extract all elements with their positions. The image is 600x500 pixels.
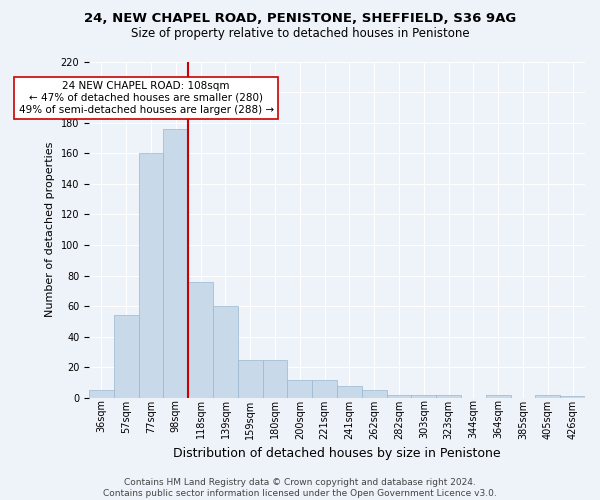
Bar (337, 386, 362, 398)
X-axis label: Distribution of detached houses by size in Penistone: Distribution of detached houses by size … (173, 447, 501, 460)
Bar (436, 395, 461, 398)
Bar (486, 395, 511, 398)
Bar (412, 395, 436, 398)
Bar (312, 380, 337, 398)
Bar (213, 306, 238, 398)
Bar (188, 282, 213, 398)
Bar (163, 129, 188, 398)
Bar (89, 390, 114, 398)
Text: 24, NEW CHAPEL ROAD, PENISTONE, SHEFFIELD, S36 9AG: 24, NEW CHAPEL ROAD, PENISTONE, SHEFFIEL… (84, 12, 516, 26)
Bar (560, 396, 585, 398)
Text: 24 NEW CHAPEL ROAD: 108sqm
← 47% of detached houses are smaller (280)
49% of sem: 24 NEW CHAPEL ROAD: 108sqm ← 47% of deta… (19, 82, 274, 114)
Bar (238, 360, 263, 398)
Y-axis label: Number of detached properties: Number of detached properties (45, 142, 55, 318)
Bar (362, 390, 386, 398)
Bar (287, 380, 312, 398)
Bar (535, 395, 560, 398)
Bar (114, 316, 139, 398)
Text: Size of property relative to detached houses in Penistone: Size of property relative to detached ho… (131, 28, 469, 40)
Bar (139, 153, 163, 398)
Bar (386, 395, 412, 398)
Text: Contains HM Land Registry data © Crown copyright and database right 2024.
Contai: Contains HM Land Registry data © Crown c… (103, 478, 497, 498)
Bar (263, 360, 287, 398)
